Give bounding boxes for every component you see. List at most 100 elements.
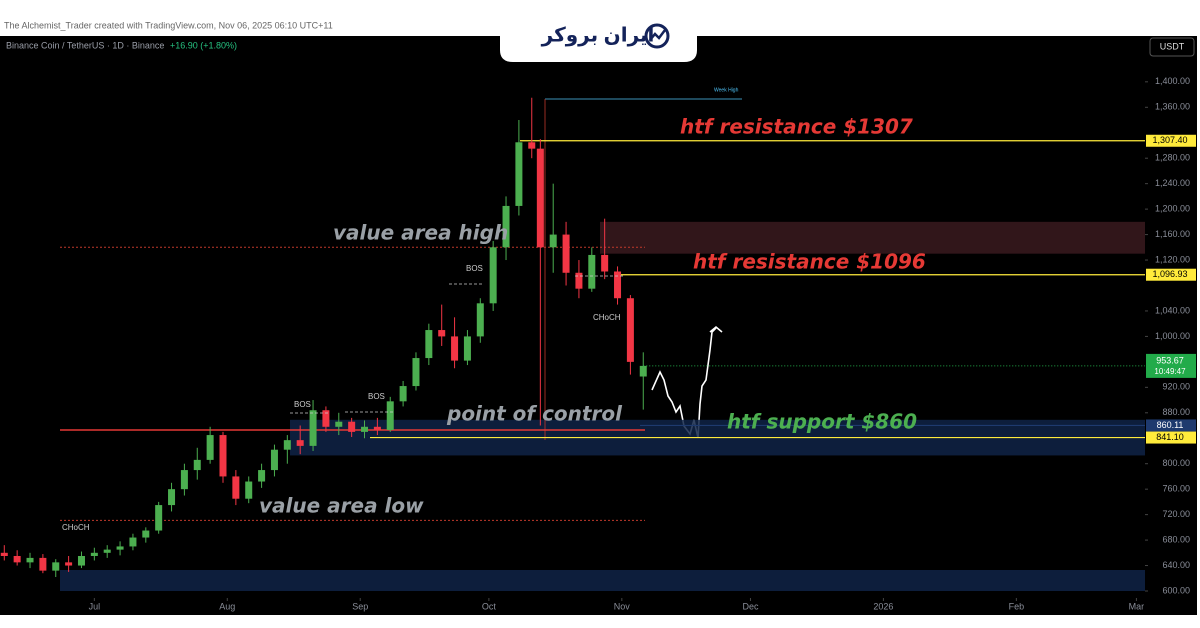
price-tag xyxy=(1146,353,1196,378)
candle-body xyxy=(575,272,583,289)
y-tick-label: 1,000.00 xyxy=(1155,331,1190,341)
candle-body xyxy=(296,440,304,446)
candle-body xyxy=(335,421,343,427)
y-tick-label: 1,200.00 xyxy=(1155,203,1190,213)
candle-body xyxy=(536,148,544,248)
currency: USDT xyxy=(1160,41,1185,51)
candle-body xyxy=(13,555,21,563)
candle-body xyxy=(489,247,497,304)
x-tick-label: Jul xyxy=(89,601,101,611)
candle-body xyxy=(193,459,201,471)
x-tick-label: Mar xyxy=(1129,601,1145,611)
annotation: htf resistance $1307 xyxy=(680,115,913,139)
candle-body xyxy=(258,470,266,482)
candle-body xyxy=(103,549,111,553)
zone xyxy=(600,221,1145,254)
y-tick-label: 880.00 xyxy=(1162,407,1190,417)
annotation: value area low xyxy=(259,494,424,518)
candle-body xyxy=(348,421,356,432)
level-tag xyxy=(1146,268,1196,281)
candle-body xyxy=(232,476,240,499)
candle-body xyxy=(245,481,253,499)
y-tick-label: 1,400.00 xyxy=(1155,76,1190,86)
candle-body xyxy=(562,234,570,273)
y-tick-label: 1,120.00 xyxy=(1155,254,1190,264)
candle-body xyxy=(438,330,446,337)
level-tag xyxy=(1146,431,1196,444)
candle-body xyxy=(476,303,484,337)
price-tag-label: 953.67 xyxy=(1156,355,1184,365)
x-tick-label: Dec xyxy=(742,601,759,611)
candle-body xyxy=(52,562,60,571)
x-tick-label: Nov xyxy=(614,601,631,611)
y-tick-label: 1,240.00 xyxy=(1155,178,1190,188)
candle-body xyxy=(425,330,433,359)
y-tick-label: 1,360.00 xyxy=(1155,102,1190,112)
annotation: htf resistance $1096 xyxy=(693,250,926,274)
candle-body xyxy=(90,552,98,556)
y-tick-label: 1,040.00 xyxy=(1155,305,1190,315)
candle-body xyxy=(26,557,34,563)
price-change: +16.90 (+1.80%) xyxy=(170,40,237,50)
currency-button[interactable] xyxy=(1149,37,1195,57)
x-tick-label: Oct xyxy=(482,601,497,611)
candle-body xyxy=(206,435,214,460)
candle-body xyxy=(502,205,510,248)
logo: ایران بروکر xyxy=(541,24,655,46)
candle-body xyxy=(588,254,596,289)
candle-body xyxy=(399,386,407,402)
candle-body xyxy=(614,271,622,299)
structure-label: BOS xyxy=(368,392,385,401)
structure-label: CHoCH xyxy=(62,523,90,532)
candle-body xyxy=(549,234,557,248)
candle-body xyxy=(270,449,278,471)
annotation: value area high xyxy=(333,221,508,245)
level-tag-label: 860.11 xyxy=(1157,420,1184,430)
structure-label: BOS xyxy=(294,400,311,409)
y-tick-label: 600.00 xyxy=(1162,585,1190,595)
symbol-title: Binance Coin / TetherUS · 1D · Binance xyxy=(6,40,164,50)
candle-body xyxy=(129,537,137,547)
candle-body xyxy=(77,555,85,566)
candle-body xyxy=(142,530,150,538)
candle-body xyxy=(601,254,609,272)
structure-label: BOS xyxy=(466,264,483,273)
x-tick-label: Sep xyxy=(352,601,368,611)
y-tick-label: 760.00 xyxy=(1162,484,1190,494)
candle-body xyxy=(180,470,188,490)
price-tag-timer: 10:49:47 xyxy=(1154,367,1186,376)
candle-body xyxy=(322,410,330,427)
structure-label: Week High xyxy=(714,87,739,93)
y-tick-label: 720.00 xyxy=(1162,509,1190,519)
level-tag-label: 841.10 xyxy=(1156,432,1184,442)
level-tag-label: 1,096.93 xyxy=(1152,269,1187,279)
candle-body xyxy=(116,546,124,550)
candle-body xyxy=(168,489,176,506)
y-tick-label: 1,160.00 xyxy=(1155,229,1190,239)
level-tag xyxy=(1146,419,1196,432)
candle-body xyxy=(386,401,394,430)
candle-body xyxy=(626,298,634,362)
candle-body xyxy=(283,440,291,450)
chart-background xyxy=(0,36,1197,615)
projection-arrow xyxy=(709,325,723,333)
candle-body xyxy=(639,365,647,377)
level-tag-label: 1,307.40 xyxy=(1152,135,1187,145)
logo-icon xyxy=(644,23,670,49)
candle-body xyxy=(373,426,381,430)
annotation: point of control xyxy=(446,402,623,426)
candle-body xyxy=(309,410,317,446)
candle-body xyxy=(0,552,8,556)
header: The Alchemist_Trader created with Tradin… xyxy=(4,20,333,30)
x-tick-label: Feb xyxy=(1009,601,1025,611)
candle-body xyxy=(528,142,536,149)
annotation: htf support $860 xyxy=(727,410,917,434)
level-tag xyxy=(1146,134,1196,147)
y-tick-label: 640.00 xyxy=(1162,560,1190,570)
y-tick-label: 680.00 xyxy=(1162,534,1190,544)
structure-label: CHoCH xyxy=(593,313,621,322)
candle-body xyxy=(361,426,369,432)
logo-icon xyxy=(649,29,666,41)
